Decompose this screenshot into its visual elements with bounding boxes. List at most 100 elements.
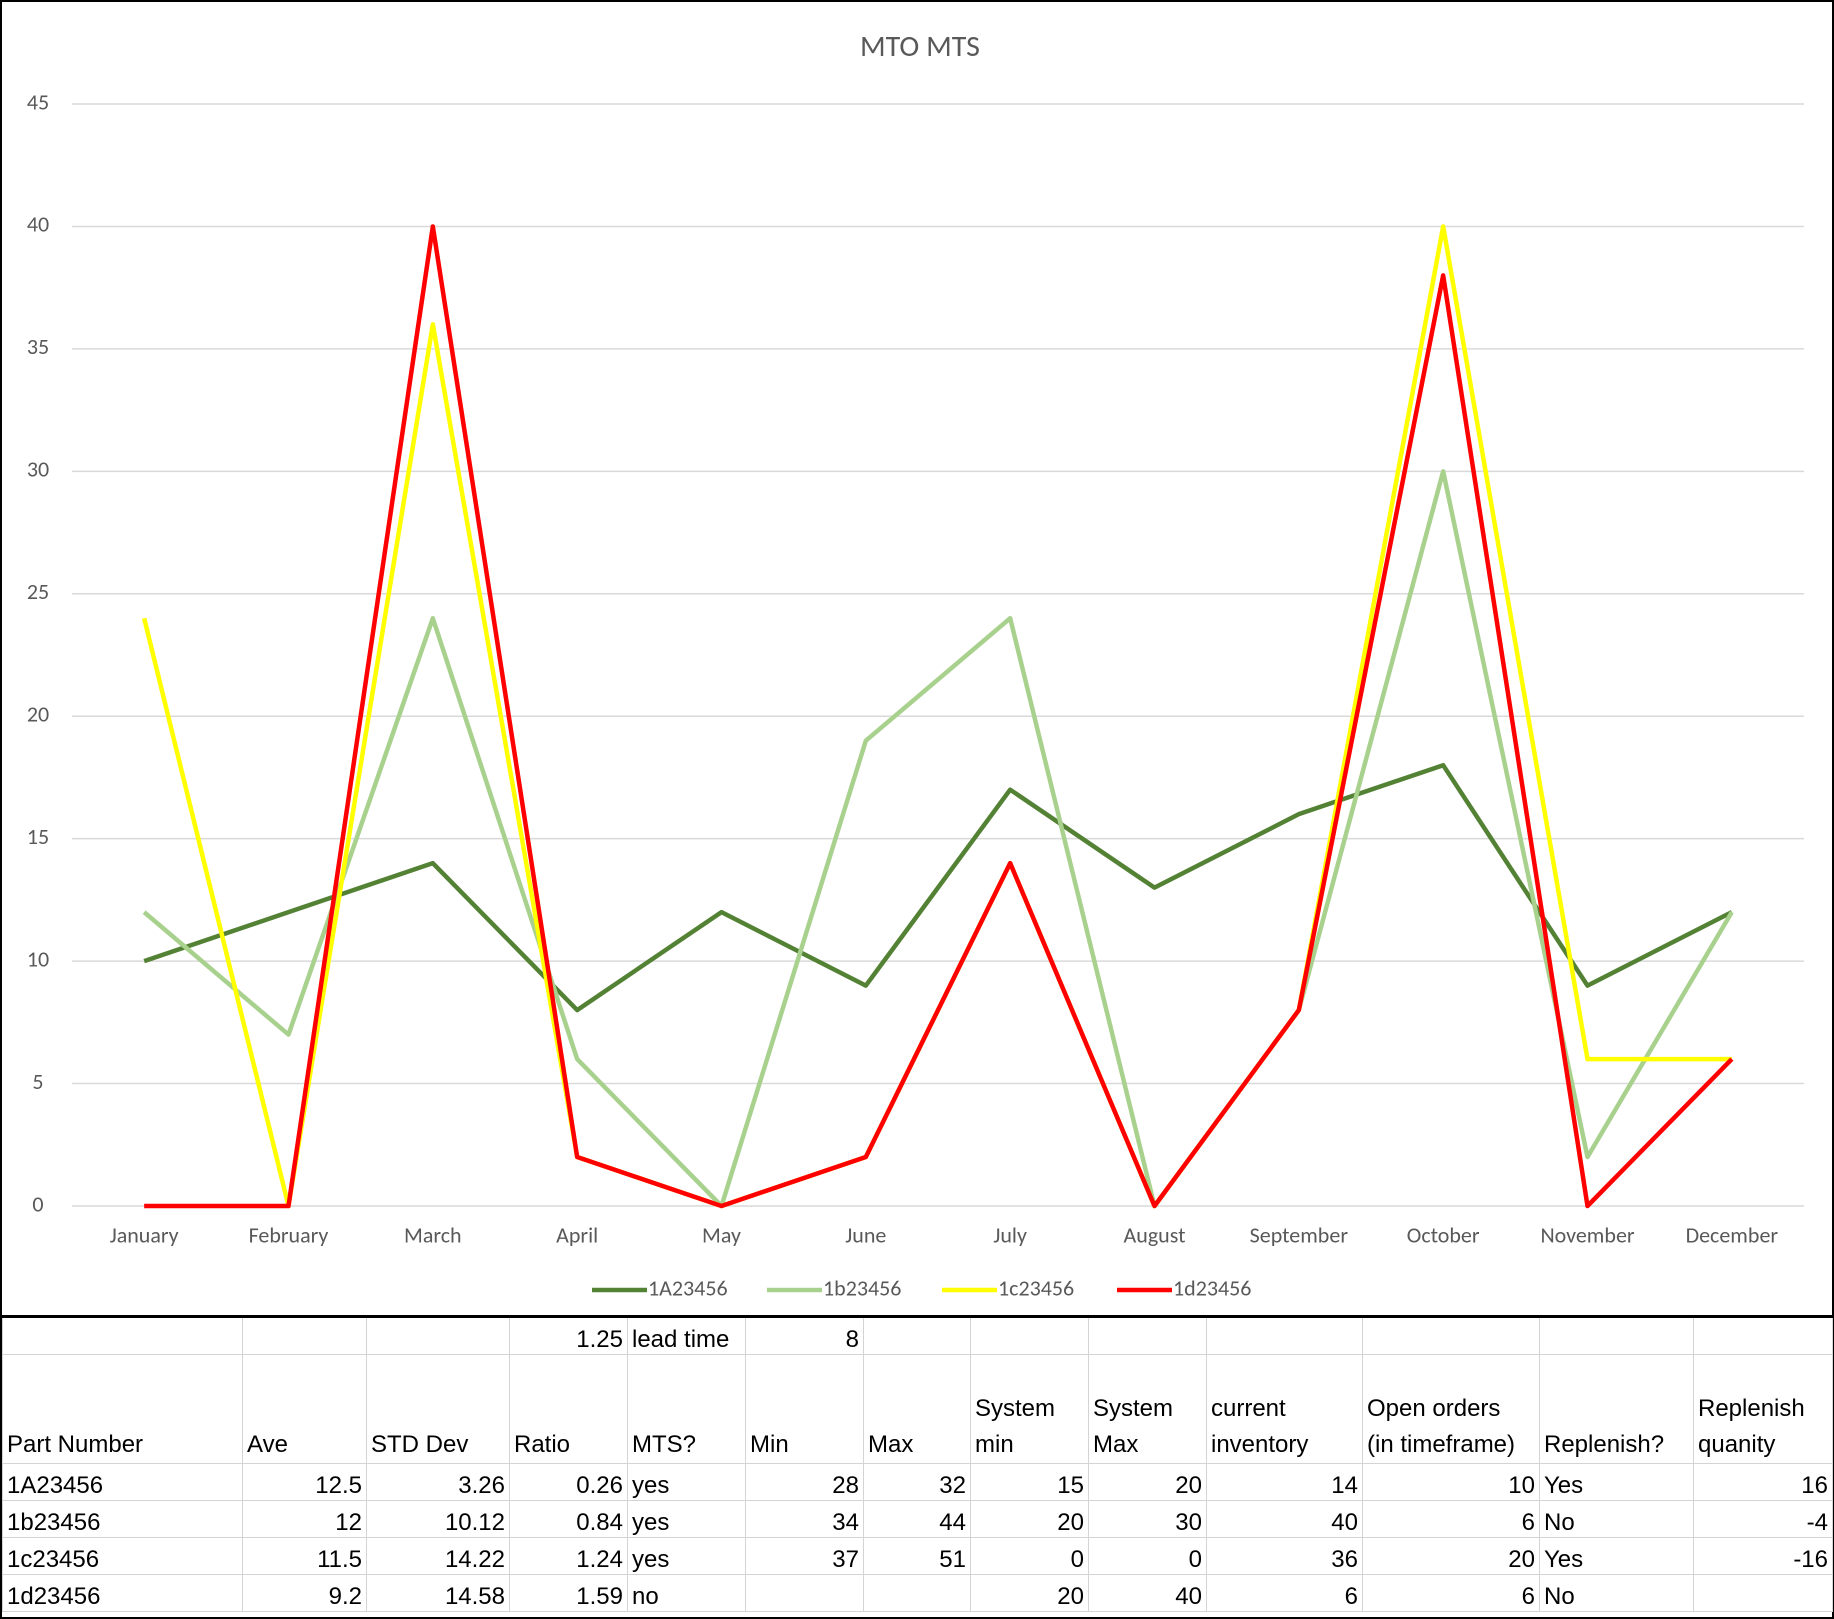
table-cell: -4 [1693,1500,1833,1538]
header-cell: Max [863,1354,971,1464]
header-text: Open orders [1367,1395,1501,1422]
header-cell: Ave [242,1354,367,1464]
table-cell [1693,1574,1833,1612]
table-cell: No [1539,1500,1694,1538]
y-tick-label: 5 [32,1068,43,1095]
table-cell [863,1574,971,1612]
header-cell: Replenish quanity [1693,1354,1833,1464]
table-cell [242,1316,367,1355]
header-text: System [975,1395,1056,1422]
table-cell: lead time [627,1316,746,1355]
header-cell: Replenish? [1539,1354,1694,1464]
y-tick-label: 20 [27,700,49,727]
table-cell: 20 [1088,1463,1207,1501]
series-line [144,224,1734,1209]
table-cell [970,1316,1089,1355]
header-cell: Open orders (in timeframe) [1362,1354,1540,1464]
header-text: System [1093,1395,1174,1422]
header-text: current [1211,1395,1286,1422]
table-cell: 30 [1088,1500,1207,1538]
table-cell: 1A23456 [2,1463,243,1501]
header-text: inventory [1211,1431,1309,1458]
x-tick-label: November [1540,1221,1634,1248]
header-cell: System Max [1088,1354,1207,1464]
x-tick-label: December [1686,1221,1779,1248]
header-text: Ave [247,1431,288,1458]
table-cell: 28 [745,1463,864,1501]
x-tick-label: September [1250,1221,1349,1248]
legend-label: 1d23456 [1173,1274,1251,1301]
table-cell: 14 [1206,1463,1363,1501]
table-row: 1d23456 9.2 14.58 1.59 no 20 40 6 6 No [2,1574,1833,1612]
table-cell [863,1316,971,1355]
chart: MTO MTS 0 5 10 15 20 25 30 35 40 45 January Februar… [27,28,1804,1301]
header-text: STD Dev [371,1431,469,1458]
header-text: Part Number [7,1431,144,1458]
table-cell: 10.12 [366,1500,510,1538]
table-cell [745,1574,864,1612]
table-cell: 36 [1206,1537,1363,1575]
table-cell: 14.58 [366,1574,510,1612]
header-text: MTS? [632,1431,697,1458]
table-cell: 12 [242,1500,367,1538]
x-tick-label: June [845,1221,886,1248]
table-row: 1c23456 11.5 14.22 1.24 yes 37 51 0 0 36 20 Yes -16 [2,1537,1833,1575]
header-cell: Ratio [509,1354,628,1464]
table-cell: 37 [745,1537,864,1575]
table-cell: yes [627,1500,746,1538]
header-text: Replenish [1698,1395,1805,1422]
table-cell: 16 [1693,1463,1833,1501]
x-tick-label: May [702,1221,741,1248]
table-cell: 9.2 [242,1574,367,1612]
table-cell: 1c23456 [2,1537,243,1575]
header-text: (in timeframe) [1367,1431,1516,1458]
table-cell: 12.5 [242,1463,367,1501]
header-cell: MTS? [627,1354,746,1464]
header-text: min [975,1431,1014,1458]
y-tick-label: 15 [27,823,49,850]
y-tick-label: 10 [27,945,49,972]
x-tick-label: January [110,1221,179,1248]
x-tick-label: August [1124,1221,1186,1248]
legend-label: 1A23456 [648,1274,728,1301]
table-cell [1206,1316,1363,1355]
table-cell: 32 [863,1463,971,1501]
table-cell: 14.22 [366,1537,510,1575]
series-line [143,762,1733,1013]
header-text: Min [750,1431,789,1458]
legend-label: 1c23456 [998,1274,1074,1301]
header-text: Ratio [514,1431,571,1458]
x-tick-label: April [556,1221,598,1248]
table-cell: 40 [1206,1500,1363,1538]
table-cell: 44 [863,1500,971,1538]
table-cell: 34 [745,1500,864,1538]
chart-title: MTO MTS [860,28,980,65]
table-cell: Yes [1539,1463,1694,1501]
table-cell [366,1316,510,1355]
table-cell [1088,1316,1207,1355]
header-text: Max [868,1431,914,1458]
table-cell: 0.26 [509,1463,628,1501]
table-cell: 1b23456 [2,1500,243,1538]
x-tick-label: March [404,1221,462,1248]
table-row: 1b23456 12 10.12 0.84 yes 34 44 20 30 40 6 No -4 [2,1500,1833,1538]
table-cell: 20 [1362,1537,1540,1575]
table-cell: 6 [1362,1500,1540,1538]
table-cell: No [1539,1574,1694,1612]
table-cell: yes [627,1463,746,1501]
table-row: 1A23456 12.5 3.26 0.26 yes 28 32 15 20 14 10 Yes 16 [2,1463,1833,1501]
table-cell: Yes [1539,1537,1694,1575]
y-tick-label: 25 [27,578,49,605]
table-cell: 1.59 [509,1574,628,1612]
table-cell: 0.84 [509,1500,628,1538]
x-tick-label: October [1407,1221,1480,1248]
header-cell: System min [970,1354,1089,1464]
series-line [142,469,1734,1209]
table-cell [1539,1316,1694,1355]
legend-label: 1b23456 [823,1274,901,1301]
header-text: Replenish? [1544,1431,1665,1458]
table-cell: 20 [970,1500,1089,1538]
table-cell: 1d23456 [2,1574,243,1612]
header-text: Max [1093,1431,1139,1458]
